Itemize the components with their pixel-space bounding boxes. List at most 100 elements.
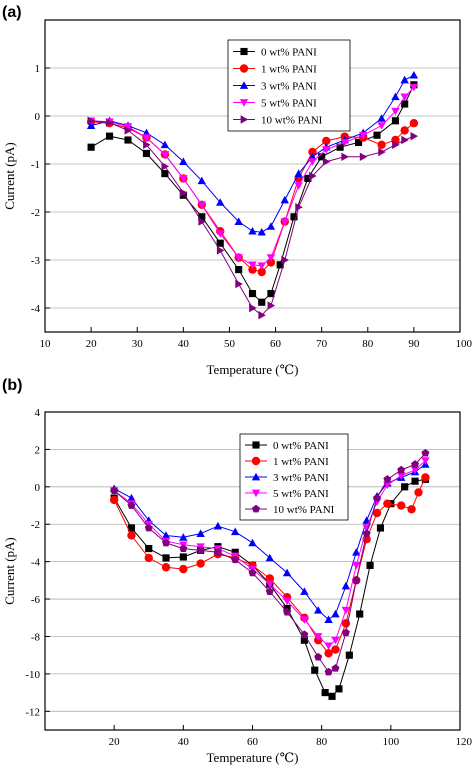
data-point [294,169,303,177]
data-point [143,140,151,149]
data-point [265,587,274,595]
x-tick-label: 100 [383,736,400,748]
data-point [161,531,171,539]
data-point [331,636,340,645]
data-point [282,597,292,606]
legend-label: 5 wt% PANI [273,488,329,500]
data-point [282,568,292,577]
data-point [197,176,206,185]
data-point [366,561,374,569]
data-point [109,495,119,505]
data-point [340,139,349,147]
data-point [411,477,419,485]
data-point [377,140,386,149]
data-point [257,227,266,236]
data-point [266,258,276,267]
x-tick-label: 60 [270,338,282,350]
data-point [409,83,419,92]
data-point [179,188,188,197]
data-point [266,254,276,262]
y-tick-label: -10 [25,669,40,681]
data-point [179,544,188,552]
data-point [216,198,225,206]
data-point [280,218,289,226]
data-point [356,610,364,618]
data-point [322,136,331,146]
y-tick-label: -6 [31,594,41,606]
data-point [383,475,392,483]
data-point [198,217,206,226]
legend-marker [239,99,249,107]
data-point [216,239,224,247]
data-point [331,664,340,672]
data-point [397,465,406,474]
y-tick-label: 2 [35,444,41,456]
data-point [197,201,206,209]
data-point [265,580,274,589]
data-point [87,116,96,125]
x-tick-label: 80 [362,338,374,350]
data-point [295,203,303,212]
legend: 0 wt% PANI 1 wt% PANI 3 wt% PANI 5 wt% PANI… [239,433,349,521]
x-tick-label: 100 [456,338,473,350]
chart-panel-b: (b) -12 -10 -8 -6 -4 -2 0 2 4 20 40 60 80 100 120 Temper… [2,377,473,765]
y-tick-label: -3 [31,255,41,267]
x-tick-label: 20 [109,736,121,748]
data-point [162,554,170,562]
data-point [86,121,96,129]
data-point [400,126,409,135]
data-point [373,493,381,502]
data-point [421,457,430,465]
x-tick-label: 90 [408,338,420,350]
legend-label: 0 wt% PANI [273,440,329,452]
legend-marker [251,489,261,498]
data-point [322,157,331,166]
data-point [127,501,136,509]
data-point [127,524,136,532]
data-point [161,170,169,178]
series-10-wt-pani [87,116,419,320]
data-point [280,195,289,204]
data-point [87,143,95,151]
data-point [400,75,409,84]
y-tick-label: 0 [35,482,41,494]
series-10-wt-pani [110,448,430,676]
legend-marker [240,47,248,56]
data-point [421,473,430,482]
series-1-wt-pani [109,473,430,658]
series-1-wt-pani [86,117,419,277]
data-point [352,562,361,570]
data-point [281,255,289,265]
legend: 0 wt% PANI 1 wt% PANI 3 wt% PANI 5 wt% PANI… [227,39,351,132]
data-point [354,138,363,146]
y-tick-label: -12 [25,706,40,718]
data-point [309,171,317,181]
data-point [160,151,170,159]
legend-label: 5 wt% PANI [261,98,317,110]
legend-marker [251,456,261,466]
data-point [308,147,317,157]
x-tick-label: 70 [316,338,328,350]
legend-marker [240,115,249,124]
data-point [341,581,351,590]
data-point [314,606,323,614]
data-point [124,136,132,144]
data-point [162,538,171,547]
data-point [145,544,153,553]
data-point [142,134,151,142]
data-point [377,114,386,122]
data-point [290,213,298,221]
series-line [91,86,415,267]
y-axis-title: Current (pA) [2,142,17,210]
data-point [321,689,329,697]
y-tick-label: -4 [31,557,41,569]
data-point [142,149,151,158]
data-point [257,262,266,270]
data-point [144,523,153,532]
x-tick-label: 50 [224,338,236,350]
y-tick-label: 1 [35,63,41,75]
data-point [373,131,381,139]
data-point [110,486,119,494]
data-point [324,649,333,658]
data-point [397,472,406,480]
